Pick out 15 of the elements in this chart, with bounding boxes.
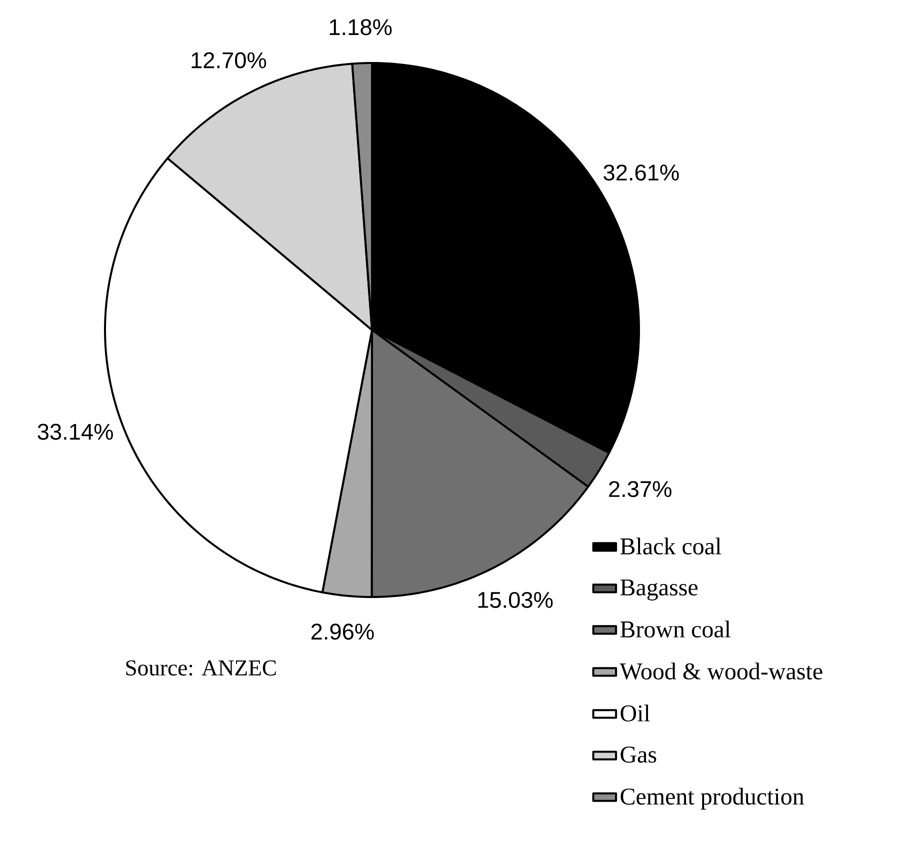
legend-label: Gas: [620, 746, 656, 763]
legend-label: Bagasse: [620, 580, 698, 600]
data-label: 2.96%: [311, 624, 374, 640]
legend-label: Wood & wood-waste: [620, 662, 822, 680]
data-label: 12.70%: [192, 52, 266, 68]
data-label: 2.37%: [609, 481, 672, 498]
data-label: 33.14%: [38, 424, 113, 440]
data-label: 15.03%: [478, 592, 553, 608]
legend-label: Black coal: [620, 538, 722, 554]
legend-label: Cement production: [620, 788, 804, 810]
data-label: 32.61%: [604, 164, 679, 181]
legend-label: Oil: [620, 704, 650, 722]
source-note: Source: ANZEC: [126, 660, 276, 676]
data-label: 1.18%: [330, 19, 392, 36]
legend-label: Brown coal: [620, 620, 731, 638]
